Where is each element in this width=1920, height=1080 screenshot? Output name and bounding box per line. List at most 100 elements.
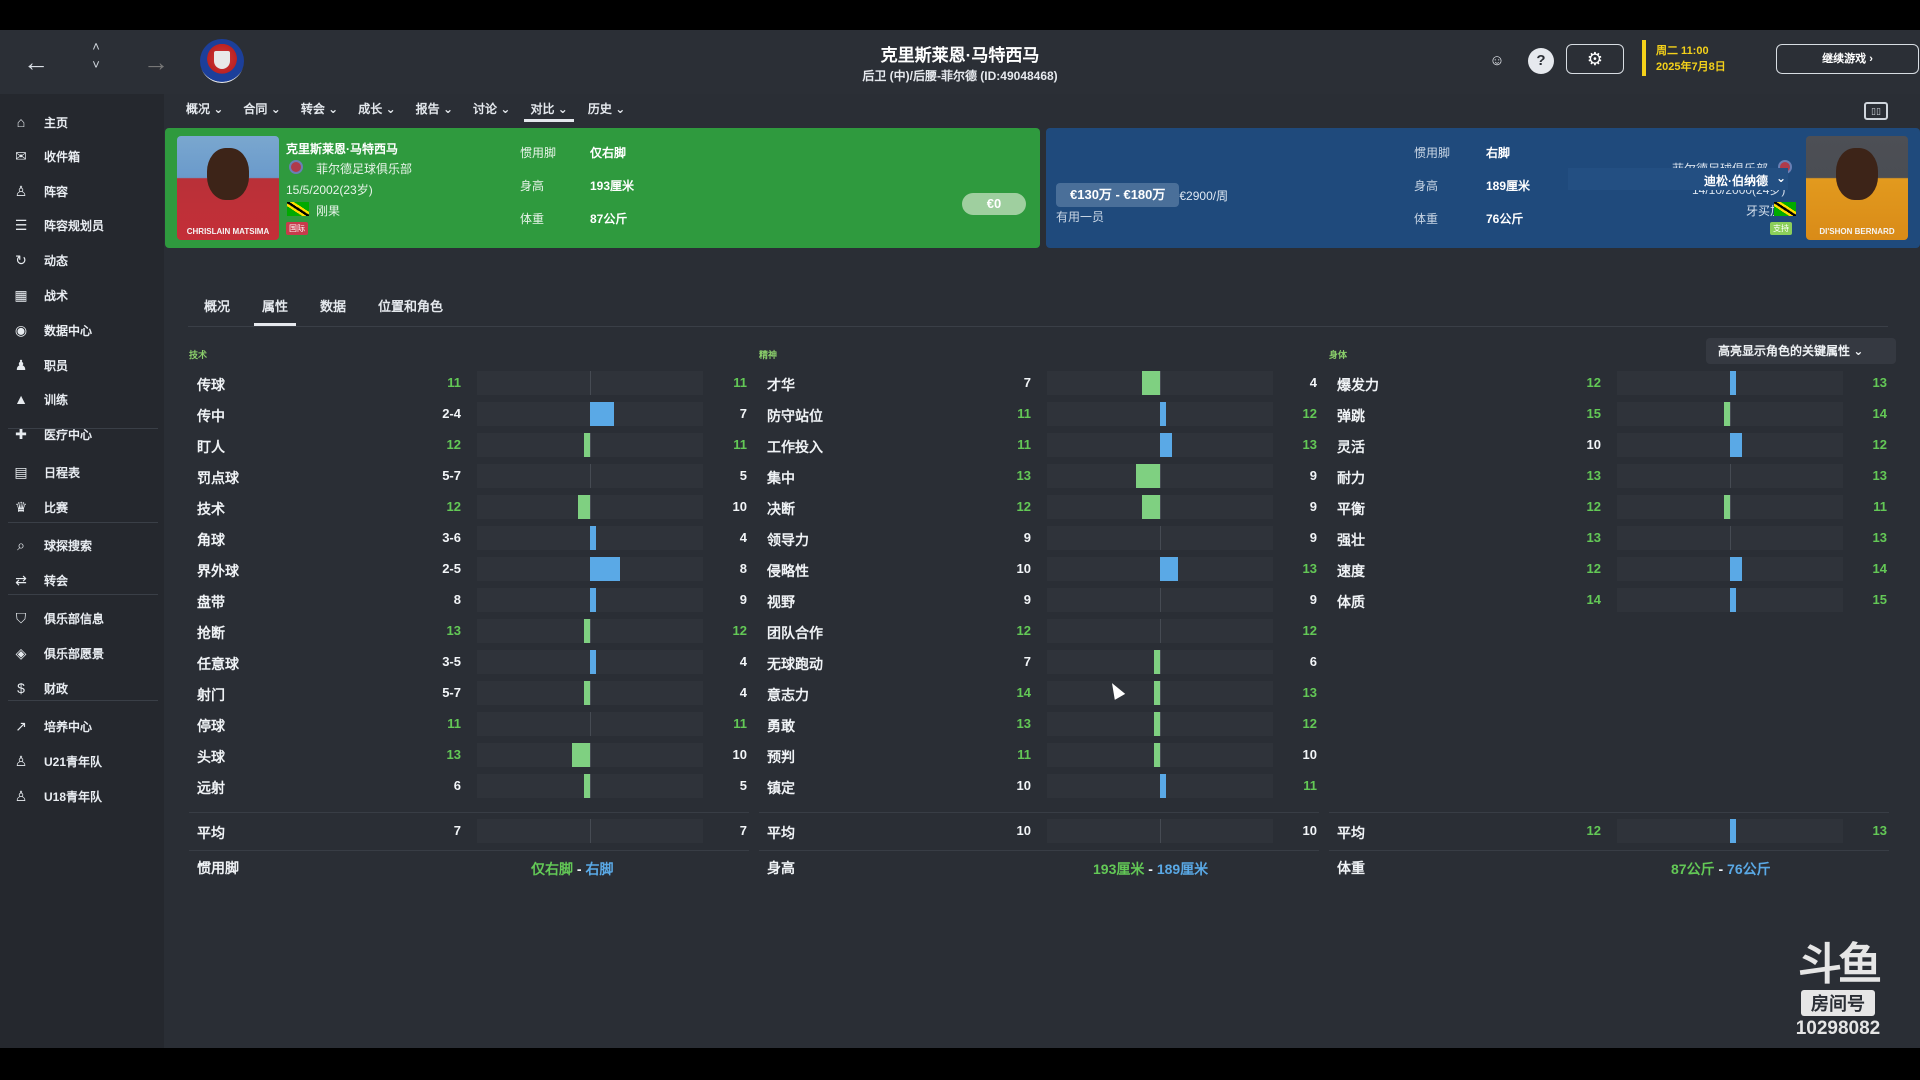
subnav-item[interactable]: 概况 ⌄ bbox=[176, 94, 233, 124]
game-date[interactable]: 周二 11:00 2025年7月8日 bbox=[1656, 43, 1726, 75]
attribute-row[interactable]: 决断 12 9 bbox=[767, 492, 1317, 520]
left-player-name[interactable]: 克里斯莱恩·马特西马 bbox=[286, 142, 398, 156]
sidebar-item[interactable]: ↗ 培养中心 bbox=[0, 712, 164, 740]
footer-weight-values: 87公斤 - 76公斤 bbox=[1671, 859, 1771, 879]
sidebar-item[interactable]: ✚ 医疗中心 bbox=[0, 420, 164, 448]
sidebar-item[interactable]: ♙ U18青年队 bbox=[0, 782, 164, 810]
sidebar-item[interactable]: ⇄ 转会 bbox=[0, 566, 164, 594]
attribute-row[interactable]: 头球 13 10 bbox=[197, 740, 747, 768]
subnav-item[interactable]: 成长 ⌄ bbox=[348, 94, 405, 124]
attribute-row[interactable]: 速度 12 14 bbox=[1337, 554, 1887, 582]
attribute-row[interactable]: 平衡 12 11 bbox=[1337, 492, 1887, 520]
sidebar-item[interactable]: ▤ 日程表 bbox=[0, 458, 164, 486]
sidebar-item[interactable]: ◈ 俱乐部愿景 bbox=[0, 639, 164, 667]
tab[interactable]: 概况 bbox=[204, 299, 231, 314]
attribute-row[interactable]: 领导力 9 9 bbox=[767, 523, 1317, 551]
watermark-room-number: 10298082 bbox=[1795, 1018, 1881, 1039]
subnav-item[interactable]: 历史 ⌄ bbox=[578, 94, 635, 124]
right-height-value: 189厘米 bbox=[1486, 179, 1531, 193]
sidebar-item[interactable]: ♟ 职员 bbox=[0, 351, 164, 379]
attribute-row[interactable]: 技术 12 10 bbox=[197, 492, 747, 520]
attribute-row[interactable]: 才华 7 4 bbox=[767, 368, 1317, 396]
tab[interactable]: 属性 bbox=[246, 292, 304, 326]
attribute-row[interactable]: 耐力 13 13 bbox=[1337, 461, 1887, 489]
subnav-item[interactable]: 合同 ⌄ bbox=[233, 94, 290, 124]
attribute-row[interactable]: 罚点球 5-7 5 bbox=[197, 461, 747, 489]
sidebar-item[interactable]: ▲ 训练 bbox=[0, 385, 164, 413]
attribute-row[interactable]: 勇敢 13 12 bbox=[767, 709, 1317, 737]
subnav-item[interactable]: 对比 ⌄ bbox=[520, 94, 577, 124]
sidebar-item[interactable]: ⌂ 主页 bbox=[0, 108, 164, 136]
attribute-row[interactable]: 无球跑动 7 6 bbox=[767, 647, 1317, 675]
subnav-item[interactable]: 报告 ⌄ bbox=[406, 94, 463, 124]
attribute-row[interactable]: 集中 13 9 bbox=[767, 461, 1317, 489]
attribute-row[interactable]: 射门 5-7 4 bbox=[197, 678, 747, 706]
subnav-item[interactable]: 转会 ⌄ bbox=[291, 94, 348, 124]
sidebar-item[interactable]: ♛ 比赛 bbox=[0, 493, 164, 521]
tab[interactable]: 位置和角色 bbox=[378, 299, 444, 314]
sidebar-item[interactable]: ⌕ 球探搜索 bbox=[0, 531, 164, 559]
attribute-row[interactable]: 界外球 2-5 8 bbox=[197, 554, 747, 582]
attribute-row[interactable]: 团队合作 12 12 bbox=[767, 616, 1317, 644]
highlight-attributes-select[interactable]: 高亮显示角色的关键属性 ⌄ bbox=[1706, 338, 1896, 364]
subnav-item[interactable]: 讨论 ⌄ bbox=[463, 94, 520, 124]
forward-arrow-icon[interactable]: → bbox=[143, 47, 169, 77]
bar-fill bbox=[1730, 433, 1742, 457]
average-row[interactable]: 平均 12 13 bbox=[1337, 816, 1887, 844]
attribute-row[interactable]: 防守站位 11 12 bbox=[767, 399, 1317, 427]
average-row[interactable]: 平均 7 7 bbox=[197, 816, 747, 844]
help-icon[interactable]: ? bbox=[1528, 48, 1554, 74]
attribute-row[interactable]: 盯人 12 11 bbox=[197, 430, 747, 458]
sidebar-item[interactable]: ♙ U21青年队 bbox=[0, 747, 164, 775]
attribute-row[interactable]: 工作投入 11 13 bbox=[767, 430, 1317, 458]
up-down-icon[interactable]: ˄ ˅ bbox=[92, 39, 100, 72]
attribute-row[interactable]: 传中 2-4 7 bbox=[197, 399, 747, 427]
compare-player-select[interactable]: 迪松·伯纳德 ⌄ bbox=[1568, 168, 1788, 190]
continue-button[interactable]: 继续游戏 › bbox=[1776, 44, 1919, 74]
attribute-value-right: 5 bbox=[739, 468, 747, 483]
settings-button[interactable]: ⚙ bbox=[1566, 44, 1624, 74]
left-player-club[interactable]: 菲尔德足球俱乐部 bbox=[316, 162, 413, 176]
sidebar-item[interactable]: ✉ 收件箱 bbox=[0, 142, 164, 170]
sidebar-item[interactable]: ♙ 阵容 bbox=[0, 177, 164, 205]
attribute-row[interactable]: 弹跳 15 14 bbox=[1337, 399, 1887, 427]
attribute-row[interactable]: 体质 14 15 bbox=[1337, 585, 1887, 613]
attribute-row[interactable]: 远射 6 5 bbox=[197, 771, 747, 799]
bar-fill bbox=[1157, 526, 1163, 550]
right-player-nation[interactable]: 牙买加 bbox=[1746, 204, 1783, 218]
sidebar-item[interactable]: $ 财政 bbox=[0, 674, 164, 702]
attribute-name: 技术 bbox=[197, 501, 225, 517]
transfer-fee-badge[interactable]: €130万 - €180万 bbox=[1056, 183, 1180, 207]
left-player-nation[interactable]: 刚果 bbox=[316, 204, 341, 218]
attribute-value-left: 12 bbox=[1586, 561, 1601, 576]
attribute-row[interactable]: 镇定 10 11 bbox=[767, 771, 1317, 799]
average-row[interactable]: 平均 10 10 bbox=[767, 816, 1317, 844]
attribute-row[interactable]: 视野 9 9 bbox=[767, 585, 1317, 613]
attribute-row[interactable]: 预判 11 10 bbox=[767, 740, 1317, 768]
compare-view-icon[interactable]: ▯▯ bbox=[1864, 102, 1888, 120]
attribute-row[interactable]: 停球 11 11 bbox=[197, 709, 747, 737]
club-badge-icon[interactable] bbox=[200, 39, 244, 83]
attribute-row[interactable]: 强壮 13 13 bbox=[1337, 523, 1887, 551]
attribute-row[interactable]: 抢断 13 12 bbox=[197, 616, 747, 644]
attribute-row[interactable]: 传球 11 11 bbox=[197, 368, 747, 396]
social-icon[interactable]: ☺ bbox=[1489, 52, 1505, 69]
attribute-value-left: 11 bbox=[1017, 437, 1031, 452]
back-arrow-icon[interactable]: ← bbox=[23, 47, 49, 77]
attribute-row[interactable]: 盘带 8 9 bbox=[197, 585, 747, 613]
sidebar-item[interactable]: ▦ 战术 bbox=[0, 281, 164, 309]
attribute-row[interactable]: 意志力 14 13 bbox=[767, 678, 1317, 706]
attribute-row[interactable]: 灵活 10 12 bbox=[1337, 430, 1887, 458]
player-value-badge[interactable]: €0 bbox=[962, 193, 1026, 215]
sidebar-item[interactable]: ◉ 数据中心 bbox=[0, 316, 164, 344]
attribute-row[interactable]: 角球 3-6 4 bbox=[197, 523, 747, 551]
sidebar-item[interactable]: ↻ 动态 bbox=[0, 246, 164, 274]
attribute-row[interactable]: 任意球 3-5 4 bbox=[197, 647, 747, 675]
sidebar-item[interactable]: ☰ 阵容规划员 bbox=[0, 211, 164, 239]
attribute-row[interactable]: 爆发力 12 13 bbox=[1337, 368, 1887, 396]
tab[interactable]: 数据 bbox=[320, 299, 347, 314]
attribute-row[interactable]: 侵略性 10 13 bbox=[767, 554, 1317, 582]
footer-height-label: 身高 bbox=[767, 860, 795, 876]
attribute-name: 抢断 bbox=[197, 625, 225, 641]
sidebar-item[interactable]: ⛉ 俱乐部信息 bbox=[0, 604, 164, 632]
